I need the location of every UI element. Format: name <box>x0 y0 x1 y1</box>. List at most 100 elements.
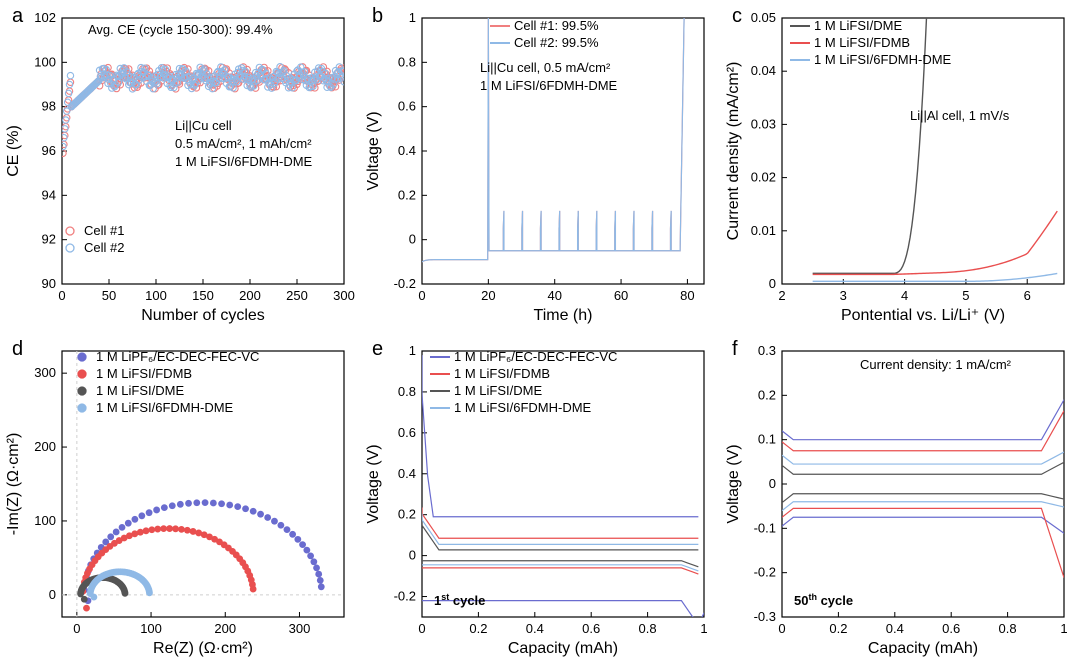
svg-text:1 M LiPF₆/EC-DEC-FEC-VC: 1 M LiPF₆/EC-DEC-FEC-VC <box>454 349 617 364</box>
svg-text:0.8: 0.8 <box>398 54 416 69</box>
panel-a: a0501001502002503009092949698100102Numbe… <box>0 0 360 333</box>
panel-b: b020406080-0.200.20.40.60.81Time (h)Volt… <box>360 0 720 333</box>
svg-text:0.4: 0.4 <box>526 621 544 636</box>
svg-text:6: 6 <box>1024 288 1031 303</box>
svg-text:250: 250 <box>286 288 308 303</box>
svg-text:3: 3 <box>840 288 847 303</box>
svg-text:0: 0 <box>418 288 425 303</box>
svg-text:0: 0 <box>49 586 56 601</box>
svg-text:150: 150 <box>192 288 214 303</box>
svg-text:Li||Cu cell, 0.5 mA/cm²: Li||Cu cell, 0.5 mA/cm² <box>480 60 611 75</box>
svg-text:0.04: 0.04 <box>751 63 776 78</box>
svg-text:100: 100 <box>140 621 162 636</box>
svg-text:1 M LiFSI/DME: 1 M LiFSI/DME <box>814 18 902 33</box>
svg-text:Cell #2: 99.5%: Cell #2: 99.5% <box>514 35 599 50</box>
svg-text:1: 1 <box>409 10 416 25</box>
svg-text:a: a <box>12 5 24 27</box>
svg-text:d: d <box>12 338 23 360</box>
svg-text:0.6: 0.6 <box>398 99 416 114</box>
panel-d: d 0 100 200 300 0 100 200 300 Re(Z) (Ω·cm²) -Im(Z)… <box>0 333 360 665</box>
svg-text:0.4: 0.4 <box>886 621 904 636</box>
svg-text:1 M LiFSI/6FDMH-DME: 1 M LiFSI/6FDMH-DME <box>480 78 618 93</box>
svg-text:0: 0 <box>769 476 776 491</box>
svg-text:100: 100 <box>34 512 56 527</box>
panel-c: c2345600.010.020.030.040.05Pontential vs… <box>720 0 1080 333</box>
panel-f: f00.20.40.60.81-0.3-0.2-0.100.10.20.3Cap… <box>720 333 1080 665</box>
svg-text:Li||Al cell, 1 mV/s: Li||Al cell, 1 mV/s <box>910 108 1010 123</box>
svg-text:0.6: 0.6 <box>942 621 960 636</box>
svg-text:300: 300 <box>333 288 355 303</box>
svg-text:Current density: 1 mA/cm²: Current density: 1 mA/cm² <box>860 357 1012 372</box>
svg-text:60: 60 <box>614 288 628 303</box>
svg-text:1: 1 <box>409 343 416 358</box>
svg-text:94: 94 <box>42 187 56 202</box>
svg-text:1 M LiFSI/6FDMH-DME: 1 M LiFSI/6FDMH-DME <box>175 154 313 169</box>
svg-text:0.1: 0.1 <box>758 431 776 446</box>
svg-text:0.2: 0.2 <box>398 506 416 521</box>
svg-text:0.2: 0.2 <box>829 621 847 636</box>
svg-text:1 M LiFSI/FDMB: 1 M LiFSI/FDMB <box>454 366 550 381</box>
svg-text:Voltage (V): Voltage (V) <box>725 444 742 523</box>
svg-text:Avg. CE (cycle 150-300): 99.4%: Avg. CE (cycle 150-300): 99.4% <box>88 22 273 37</box>
svg-text:0.01: 0.01 <box>751 223 776 238</box>
svg-text:40: 40 <box>547 288 561 303</box>
svg-text:100: 100 <box>145 288 167 303</box>
svg-text:0.2: 0.2 <box>469 621 487 636</box>
svg-text:1 M LiFSI/6FDMH-DME: 1 M LiFSI/6FDMH-DME <box>814 52 952 67</box>
svg-text:Number of cycles: Number of cycles <box>141 307 265 324</box>
svg-text:200: 200 <box>34 439 56 454</box>
svg-text:-Im(Z) (Ω·cm²): -Im(Z) (Ω·cm²) <box>5 432 22 535</box>
svg-text:c: c <box>732 5 742 27</box>
svg-text:0.8: 0.8 <box>398 383 416 398</box>
svg-text:1 M LiFSI/6FDMH-DME: 1 M LiFSI/6FDMH-DME <box>454 400 592 415</box>
svg-text:0.4: 0.4 <box>398 143 416 158</box>
svg-text:Voltage (V): Voltage (V) <box>365 444 382 523</box>
svg-text:0.8: 0.8 <box>639 621 657 636</box>
svg-text:0.05: 0.05 <box>751 10 776 25</box>
svg-text:200: 200 <box>239 288 261 303</box>
svg-text:0.4: 0.4 <box>398 465 416 480</box>
svg-text:Time (h): Time (h) <box>534 307 593 324</box>
svg-text:-0.2: -0.2 <box>394 276 416 291</box>
svg-text:0.6: 0.6 <box>398 424 416 439</box>
svg-text:300: 300 <box>34 365 56 380</box>
svg-text:Cell #2: Cell #2 <box>84 240 124 255</box>
svg-text:Pontential vs. Li/Li⁺ (V): Pontential vs. Li/Li⁺ (V) <box>841 307 1005 324</box>
svg-text:-0.3: -0.3 <box>754 609 776 624</box>
svg-text:Capacity (mAh): Capacity (mAh) <box>868 640 978 657</box>
svg-text:1: 1 <box>700 621 707 636</box>
svg-text:300: 300 <box>289 621 311 636</box>
svg-text:Current density (mA/cm²): Current density (mA/cm²) <box>725 62 742 241</box>
svg-text:1 M LiFSI/DME: 1 M LiFSI/DME <box>96 383 184 398</box>
svg-text:e: e <box>372 338 383 360</box>
svg-text:Voltage (V): Voltage (V) <box>365 111 382 190</box>
svg-text:5: 5 <box>962 288 969 303</box>
svg-text:CE (%): CE (%) <box>5 125 22 177</box>
svg-text:Re(Z) (Ω·cm²): Re(Z) (Ω·cm²) <box>153 640 253 657</box>
svg-text:0.2: 0.2 <box>398 187 416 202</box>
svg-text:1 M LiFSI/DME: 1 M LiFSI/DME <box>454 383 542 398</box>
svg-text:b: b <box>372 5 383 27</box>
svg-text:50: 50 <box>102 288 116 303</box>
svg-text:200: 200 <box>214 621 236 636</box>
svg-text:0: 0 <box>73 621 80 636</box>
svg-text:Li||Cu cell: Li||Cu cell <box>175 118 232 133</box>
svg-text:0: 0 <box>58 288 65 303</box>
svg-text:0: 0 <box>409 232 416 247</box>
svg-text:0.5 mA/cm², 1 mAh/cm²: 0.5 mA/cm², 1 mAh/cm² <box>175 136 312 151</box>
svg-text:102: 102 <box>34 10 56 25</box>
svg-text:f: f <box>732 338 738 360</box>
svg-text:1st cycle: 1st cycle <box>434 592 485 608</box>
svg-text:4: 4 <box>901 288 908 303</box>
svg-text:0: 0 <box>769 276 776 291</box>
svg-text:100: 100 <box>34 54 56 69</box>
svg-text:92: 92 <box>42 232 56 247</box>
svg-text:Capacity (mAh): Capacity (mAh) <box>508 640 618 657</box>
svg-text:98: 98 <box>42 99 56 114</box>
svg-text:1 M LiPF₆/EC-DEC-FEC-VC: 1 M LiPF₆/EC-DEC-FEC-VC <box>96 349 259 364</box>
svg-text:20: 20 <box>481 288 495 303</box>
svg-text:0: 0 <box>418 621 425 636</box>
svg-text:Cell #1: Cell #1 <box>84 223 124 238</box>
svg-text:1 M LiFSI/FDMB: 1 M LiFSI/FDMB <box>814 35 910 50</box>
svg-text:-0.2: -0.2 <box>754 564 776 579</box>
